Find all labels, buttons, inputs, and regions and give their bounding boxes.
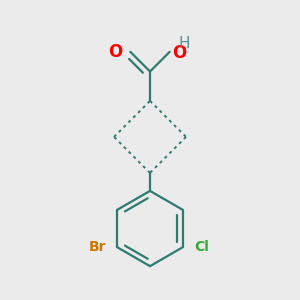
Text: Br: Br bbox=[88, 240, 106, 254]
Text: H: H bbox=[178, 36, 190, 51]
Text: Cl: Cl bbox=[194, 240, 209, 254]
Text: O: O bbox=[108, 43, 122, 61]
Text: O: O bbox=[172, 44, 187, 62]
